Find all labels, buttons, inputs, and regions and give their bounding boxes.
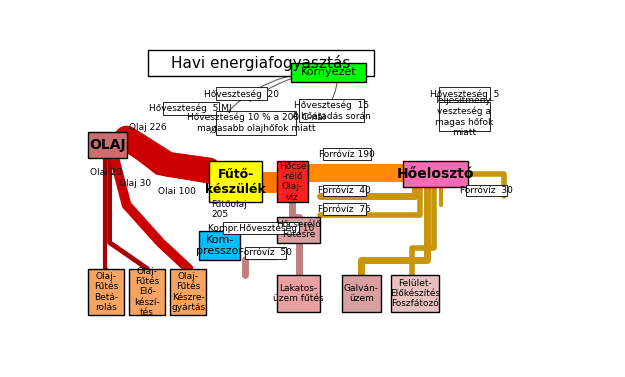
Text: OLAJ: OLAJ [89,138,126,152]
Text: Fűtő-
készülék: Fűtő- készülék [205,168,266,196]
FancyBboxPatch shape [277,161,308,202]
FancyBboxPatch shape [224,222,299,234]
Text: Galván-
üzem: Galván- üzem [344,284,379,303]
Text: Olaj-
Fűtés
Elő-
készí-
tés: Olaj- Fűtés Elő- készí- tés [134,267,160,317]
Text: Forróvíz  76: Forróvíz 76 [318,205,371,214]
Text: Forróvíz 190: Forróvíz 190 [319,150,375,159]
FancyBboxPatch shape [466,185,507,196]
FancyBboxPatch shape [209,161,262,202]
Text: Forróvíz  50: Forróvíz 50 [239,248,292,257]
FancyBboxPatch shape [322,148,371,160]
Text: Havi energiafogyasztás: Havi energiafogyasztás [171,55,351,70]
Text: Forróvíz  40: Forróvíz 40 [318,186,371,195]
FancyBboxPatch shape [216,110,296,135]
FancyBboxPatch shape [88,132,126,158]
Text: Olai 20: Olai 20 [90,169,123,178]
FancyBboxPatch shape [322,185,366,196]
Text: Teljesítmény-
veszteség a
magas hőfok
miatt: Teljesítmény- veszteség a magas hőfok mi… [434,96,494,137]
Text: Forróvíz  30: Forróvíz 30 [460,186,512,195]
FancyBboxPatch shape [342,274,381,312]
Text: Hőcse
-rélő
Olaj-
víz: Hőcse -rélő Olaj- víz [279,162,306,202]
Text: Kom-
presszor: Kom- presszor [196,235,243,256]
FancyBboxPatch shape [439,102,490,131]
Text: Hőveszteség  20: Hőveszteség 20 [204,89,279,99]
Text: Olai 100: Olai 100 [158,187,196,196]
Text: Hőcserélő
Fűtésre: Hőcserélő Fűtésre [276,220,321,239]
FancyBboxPatch shape [216,87,267,100]
Text: Hőveszteség  5: Hőveszteség 5 [430,89,499,99]
Text: Hőveszteség  15
A hőátadás során: Hőveszteség 15 A hőátadás során [292,101,371,121]
Text: Fűtőolaj
205: Fűtőolaj 205 [211,199,247,219]
Text: Felület-
Előkészítés
Foszfátozó: Felület- Előkészítés Foszfátozó [390,279,440,308]
Text: Hőveszteség  5 MJ: Hőveszteség 5 MJ [149,104,232,113]
FancyBboxPatch shape [439,87,490,100]
FancyBboxPatch shape [245,247,286,259]
Text: Hőelosztó: Hőelosztó [397,167,474,181]
FancyBboxPatch shape [163,102,219,115]
Text: Kompr.Hőveszteség  10: Kompr.Hőveszteség 10 [208,224,314,233]
Text: Olaj-
Fűtés
Betá-
rolás: Olaj- Fűtés Betá- rolás [94,272,118,312]
Text: Hőveszteség 10 % a 200 C-nál
magasabb olajhőfok miatt: Hőveszteség 10 % a 200 C-nál magasabb ol… [187,113,326,133]
FancyBboxPatch shape [402,161,468,187]
Text: Környezet: Környezet [301,67,357,77]
Text: Lakatos-
üzem fűtés: Lakatos- üzem fűtés [273,284,324,303]
FancyBboxPatch shape [129,269,165,315]
FancyBboxPatch shape [277,216,321,243]
Text: Olaj 30: Olaj 30 [119,179,151,188]
FancyBboxPatch shape [299,99,364,122]
FancyBboxPatch shape [391,274,439,312]
FancyBboxPatch shape [291,63,366,81]
FancyBboxPatch shape [170,269,206,315]
FancyBboxPatch shape [277,274,321,312]
FancyBboxPatch shape [199,231,241,260]
Text: Olaj 226: Olaj 226 [129,124,167,132]
FancyBboxPatch shape [88,269,124,315]
Text: Olaj-
Fűtés
Készre-
gyártás: Olaj- Fűtés Készre- gyártás [171,272,206,312]
FancyBboxPatch shape [322,204,366,215]
FancyBboxPatch shape [148,50,374,76]
